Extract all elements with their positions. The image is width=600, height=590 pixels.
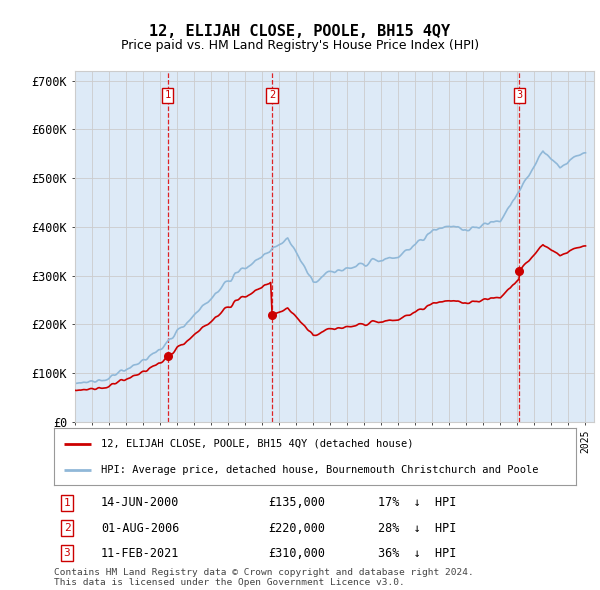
Text: 1: 1 — [64, 498, 70, 508]
Text: 17%  ↓  HPI: 17% ↓ HPI — [377, 496, 456, 510]
Text: 2: 2 — [64, 523, 70, 533]
Text: HPI: Average price, detached house, Bournemouth Christchurch and Poole: HPI: Average price, detached house, Bour… — [101, 465, 538, 475]
Text: 14-JUN-2000: 14-JUN-2000 — [101, 496, 179, 510]
Text: £310,000: £310,000 — [268, 546, 325, 560]
Text: Contains HM Land Registry data © Crown copyright and database right 2024.
This d: Contains HM Land Registry data © Crown c… — [54, 568, 474, 587]
Text: 11-FEB-2021: 11-FEB-2021 — [101, 546, 179, 560]
Text: 28%  ↓  HPI: 28% ↓ HPI — [377, 522, 456, 535]
Text: Price paid vs. HM Land Registry's House Price Index (HPI): Price paid vs. HM Land Registry's House … — [121, 39, 479, 52]
Text: £135,000: £135,000 — [268, 496, 325, 510]
Text: 01-AUG-2006: 01-AUG-2006 — [101, 522, 179, 535]
Text: 2: 2 — [269, 90, 275, 100]
Text: 3: 3 — [64, 548, 70, 558]
Text: 3: 3 — [517, 90, 523, 100]
Text: 36%  ↓  HPI: 36% ↓ HPI — [377, 546, 456, 560]
Text: 12, ELIJAH CLOSE, POOLE, BH15 4QY: 12, ELIJAH CLOSE, POOLE, BH15 4QY — [149, 24, 451, 38]
Text: 1: 1 — [164, 90, 171, 100]
Text: £220,000: £220,000 — [268, 522, 325, 535]
Text: 12, ELIJAH CLOSE, POOLE, BH15 4QY (detached house): 12, ELIJAH CLOSE, POOLE, BH15 4QY (detac… — [101, 438, 413, 448]
